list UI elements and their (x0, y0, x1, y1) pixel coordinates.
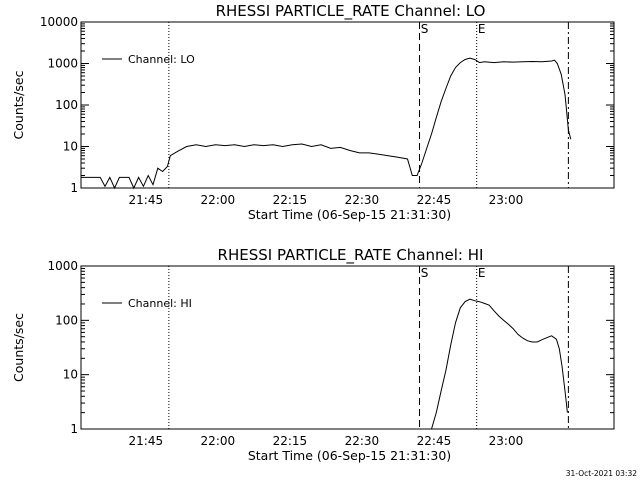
lo-series-line (81, 57, 572, 190)
hi-x-tick-label: 22:45 (417, 434, 452, 448)
hi-x-tick-label: 21:45 (129, 434, 164, 448)
lo-y-tick-label: 1000 (47, 57, 78, 71)
lo-y-tick-label: 100 (55, 98, 78, 112)
lo-x-tick-label: 21:45 (129, 193, 164, 207)
lo-x-axis-label: Start Time (06-Sep-15 21:31:30) (248, 207, 451, 222)
lo-y-tick-label: 1 (70, 181, 78, 195)
hi-y-tick-label: 1000 (47, 259, 78, 273)
lo-x-tick-label: 22:15 (273, 193, 308, 207)
lo-x-tick-label: 22:45 (417, 193, 452, 207)
hi-y-tick-label: 100 (55, 313, 78, 327)
lo-y-axis-label: Counts/sec (11, 70, 26, 139)
hi-y-axis-label: Counts/sec (11, 313, 26, 382)
lo-channel-panel: RHESSI PARTICLE_RATE Channel: LO 21:45 22:… (11, 2, 615, 222)
lo-x-tick-label: 22:00 (201, 193, 236, 207)
hi-marker-label: S (421, 266, 429, 280)
lo-marker-label: E (478, 22, 486, 36)
hi-y-tick-label: 10 (63, 368, 78, 382)
lo-x-tick-label: 23:00 (489, 193, 524, 207)
lo-y-tick-label: 10 (63, 140, 78, 154)
lo-legend-label: Channel: LO (128, 53, 195, 66)
lo-plot-frame (80, 21, 615, 189)
hi-channel-panel: RHESSI PARTICLE_RATE Channel: HI 21:45 22:… (11, 246, 615, 463)
hi-series-line (431, 298, 568, 430)
hi-x-axis-label: Start Time (06-Sep-15 21:31:30) (248, 448, 451, 463)
hi-chart-title: RHESSI PARTICLE_RATE Channel: HI (218, 246, 484, 265)
lo-x-tick-label: 22:30 (345, 193, 380, 207)
timestamp-label: 31-Oct-2021 03:32 (566, 469, 637, 478)
hi-legend-label: Channel: HI (128, 297, 192, 310)
lo-chart-title: RHESSI PARTICLE_RATE Channel: LO (216, 2, 486, 21)
hi-plot-frame (80, 265, 615, 430)
hi-y-tick-label: 1 (70, 422, 78, 436)
lo-marker-label: S (421, 22, 429, 36)
hi-x-tick-label: 22:15 (273, 434, 308, 448)
hi-x-tick-label: 22:30 (345, 434, 380, 448)
hi-marker-label: E (478, 266, 486, 280)
hi-x-tick-label: 23:00 (489, 434, 524, 448)
lo-y-tick-label: 10000 (40, 15, 78, 29)
hi-x-tick-label: 22:00 (201, 434, 236, 448)
